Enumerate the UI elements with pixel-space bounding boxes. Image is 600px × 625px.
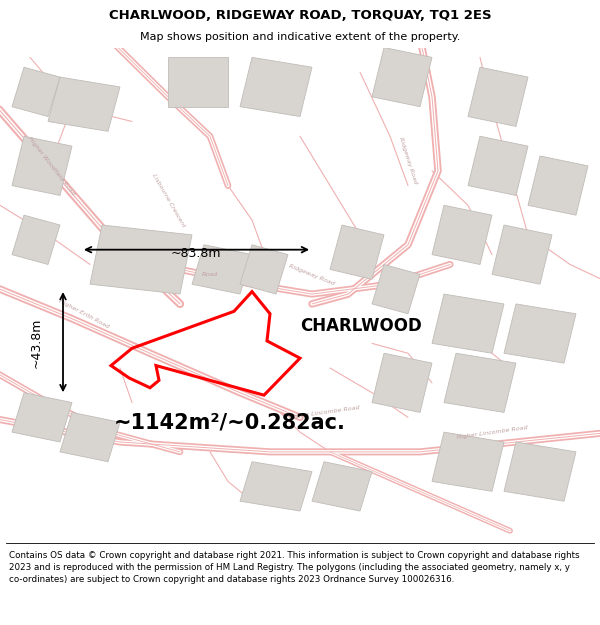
Polygon shape [240,58,312,116]
Text: Road: Road [202,272,218,277]
Polygon shape [504,304,576,363]
Polygon shape [330,225,384,279]
Polygon shape [468,136,528,196]
Polygon shape [372,264,420,314]
Polygon shape [444,353,516,412]
Text: Higher Woodfield Road: Higher Woodfield Road [26,136,76,196]
Text: Contains OS data © Crown copyright and database right 2021. This information is : Contains OS data © Crown copyright and d… [9,551,580,584]
Text: ~83.8m: ~83.8m [171,248,221,260]
Text: Map shows position and indicative extent of the property.: Map shows position and indicative extent… [140,32,460,43]
Polygon shape [48,77,120,131]
Polygon shape [12,392,72,442]
Polygon shape [12,215,60,264]
Text: Higher Erith Road: Higher Erith Road [58,298,110,329]
Text: ~43.8m: ~43.8m [29,318,43,368]
Polygon shape [528,156,588,215]
Polygon shape [12,68,60,116]
Text: ~1142m²/~0.282ac.: ~1142m²/~0.282ac. [114,412,346,432]
Polygon shape [492,225,552,284]
Polygon shape [12,136,72,196]
Polygon shape [468,68,528,126]
Polygon shape [432,432,504,491]
Text: Ridgeway Road: Ridgeway Road [289,263,335,286]
Text: Lisbourne Crescent: Lisbourne Crescent [151,173,185,228]
Text: Higher Lincombe Road: Higher Lincombe Road [456,424,528,439]
Polygon shape [432,205,492,264]
Polygon shape [372,48,432,107]
Polygon shape [192,245,252,294]
Polygon shape [168,58,228,107]
Polygon shape [504,442,576,501]
Text: CHARLWOOD: CHARLWOOD [300,317,422,335]
Text: CHARLWOOD, RIDGEWAY ROAD, TORQUAY, TQ1 2ES: CHARLWOOD, RIDGEWAY ROAD, TORQUAY, TQ1 2… [109,9,491,21]
Polygon shape [90,225,192,294]
Polygon shape [432,294,504,353]
Polygon shape [60,412,120,462]
Text: Ridgeway Road: Ridgeway Road [398,137,418,185]
Polygon shape [372,353,432,412]
Polygon shape [312,462,372,511]
Polygon shape [240,245,288,294]
Text: Higher Lincombe Road: Higher Lincombe Road [288,405,360,420]
Polygon shape [240,462,312,511]
